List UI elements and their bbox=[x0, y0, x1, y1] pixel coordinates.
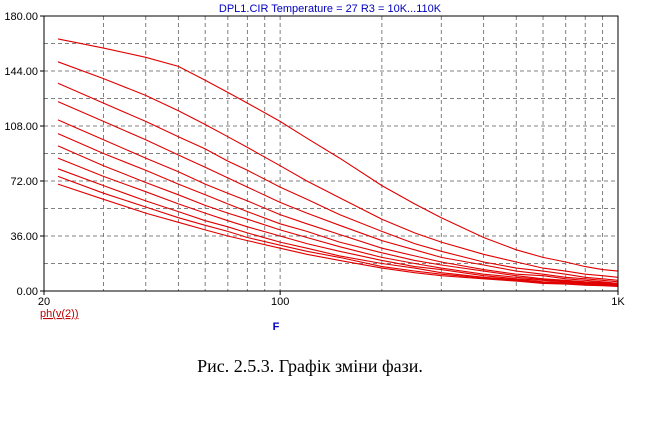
series-line bbox=[57, 38, 619, 272]
series-line bbox=[57, 183, 619, 287]
y-tick-label: 108.00 bbox=[4, 121, 38, 133]
y-tick-label: 144.00 bbox=[4, 66, 38, 78]
series-line bbox=[57, 133, 619, 284]
legend-entry: ph(v(2)) bbox=[40, 308, 79, 320]
series-line bbox=[57, 61, 619, 278]
phase-chart: DPL1.CIR Temperature = 27 R3 = 10K...110… bbox=[0, 0, 649, 345]
grid-lines bbox=[44, 16, 618, 291]
x-tick-label: 1K bbox=[611, 296, 625, 308]
plot-frame bbox=[43, 15, 619, 292]
x-tick-label: 100 bbox=[271, 296, 289, 308]
series-line bbox=[57, 168, 619, 287]
series-line bbox=[57, 175, 619, 287]
plot-area-background bbox=[0, 0, 649, 345]
chart-title: DPL1.CIR Temperature = 27 R3 = 10K...110… bbox=[219, 3, 442, 15]
x-tick-label: 20 bbox=[38, 296, 50, 308]
x-axis-ticks: 20 100 1K bbox=[38, 291, 625, 308]
series-line bbox=[57, 119, 619, 284]
x-axis-label: F bbox=[273, 321, 280, 333]
y-tick-label: 36.00 bbox=[10, 231, 38, 243]
series-line bbox=[57, 145, 619, 285]
y-axis-ticks: 0.00 36.00 72.00 108.00 144.00 180.00 bbox=[4, 11, 44, 298]
y-tick-label: 0.00 bbox=[17, 286, 38, 298]
y-tick-label: 180.00 bbox=[4, 11, 38, 23]
series-line bbox=[57, 157, 619, 286]
y-tick-label: 72.00 bbox=[10, 176, 38, 188]
series-line bbox=[57, 82, 619, 281]
figure-caption: Рис. 2.5.3. Графік зміни фази. bbox=[197, 356, 423, 376]
series-group bbox=[57, 38, 619, 287]
series-line bbox=[57, 101, 619, 283]
